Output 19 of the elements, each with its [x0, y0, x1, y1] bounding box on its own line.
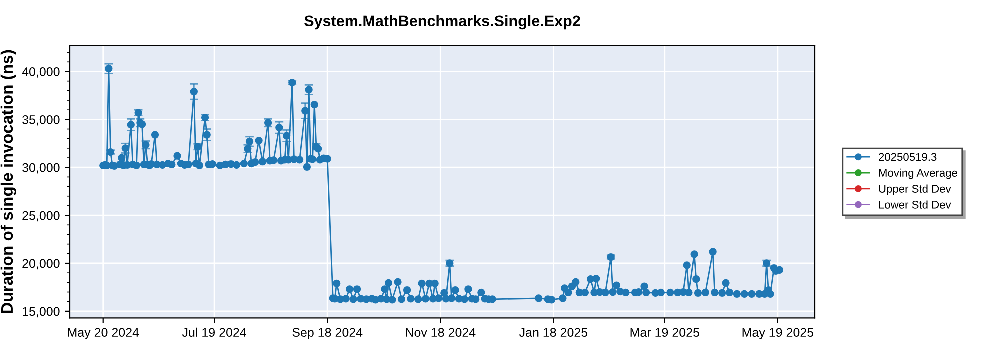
x-tick-label: Sep 18 2024 [292, 328, 363, 340]
y-axis-title: Duration of single invocation (ns) [0, 50, 16, 314]
x-tick-label: Jul 19 2024 [182, 328, 247, 338]
y-tick-label: 35,000 [22, 115, 60, 126]
y-tick-label: 20,000 [22, 259, 60, 270]
legend-label: 20250519.3 [879, 153, 937, 162]
chart-title: System.MathBenchmarks.Single.Exp2 [304, 15, 580, 30]
y-tick-label: 40,000 [22, 68, 60, 78]
x-tick-label: Mar 19 2025 [630, 328, 700, 338]
x-tick-label: Jan 18 2025 [519, 328, 588, 338]
legend-label: Moving Average [879, 168, 958, 180]
x-tick-label: Nov 18 2024 [406, 328, 476, 338]
y-tick-label: 25,000 [22, 211, 60, 222]
x-tick-label: May 19 2025 [742, 328, 814, 340]
y-tick-label: 15,000 [23, 307, 60, 318]
y-tick-label: 30,000 [22, 163, 60, 174]
legend-label: Lower Std Dev [879, 200, 952, 209]
legend-label: Upper Std Dev [879, 184, 952, 196]
x-tick-label: May 20 2024 [68, 328, 140, 340]
